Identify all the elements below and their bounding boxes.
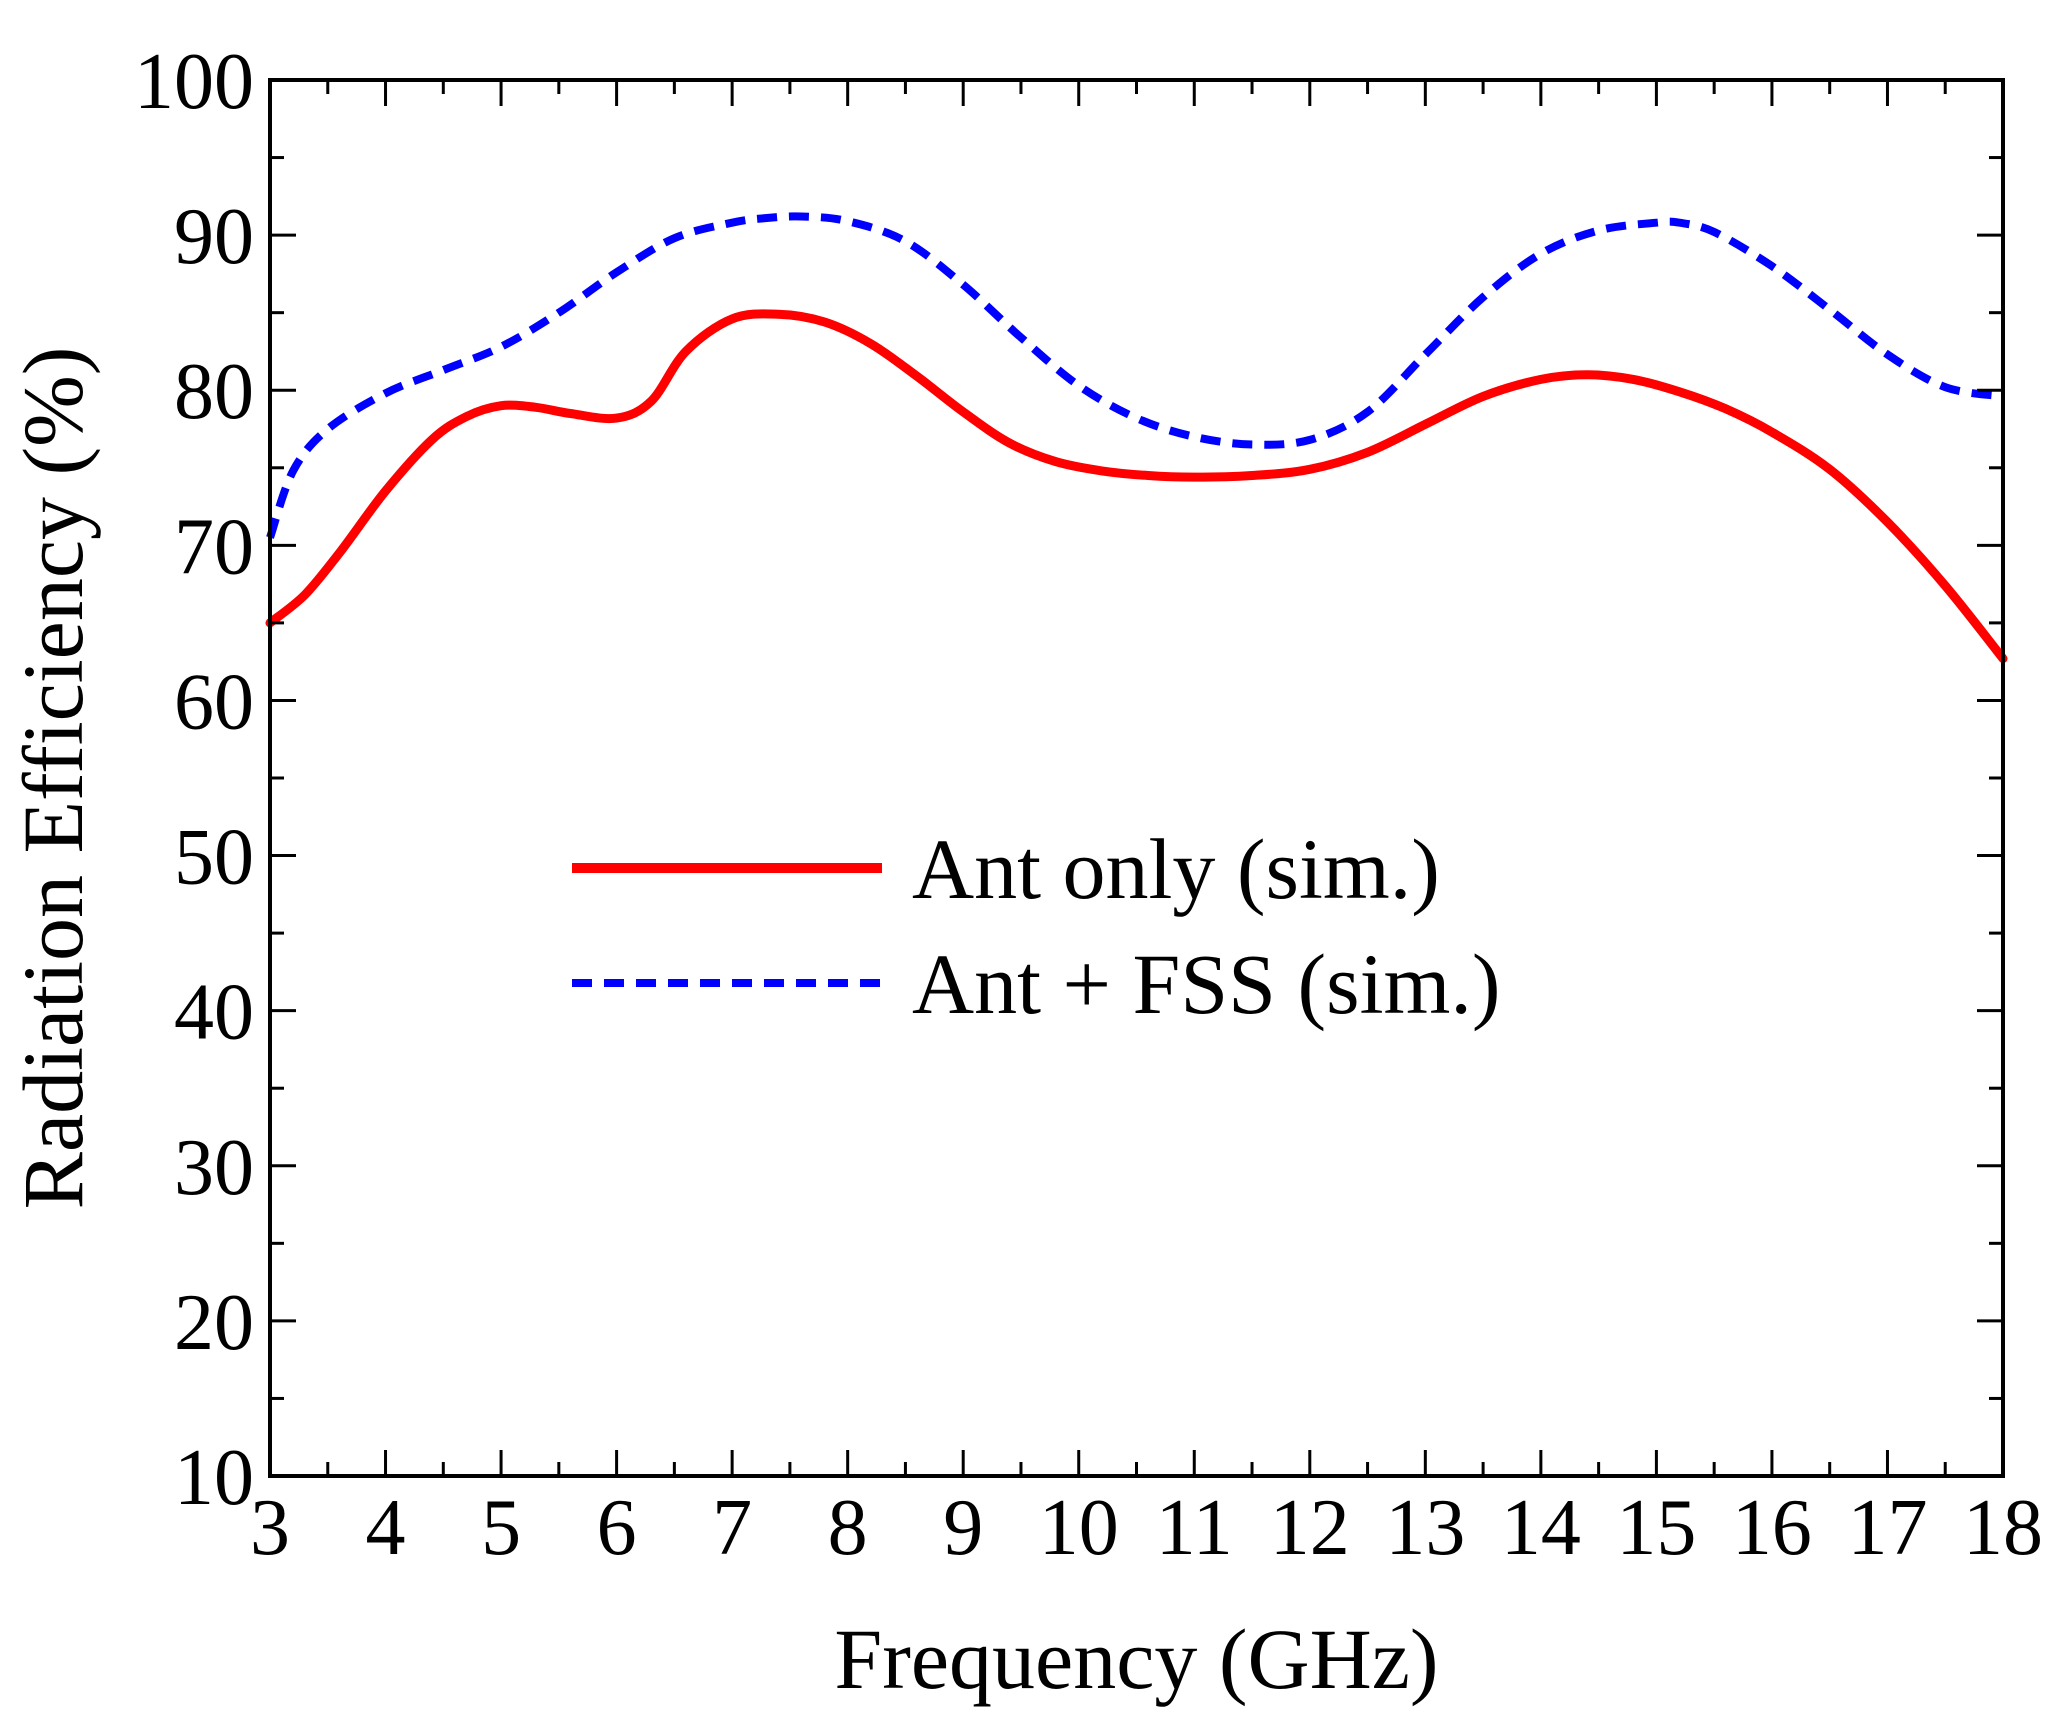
legend-label-ant-only: Ant only (sim.) [912, 821, 1440, 917]
x-tick-label: 11 [1156, 1484, 1233, 1572]
y-tick-label: 100 [134, 38, 254, 126]
x-tick-label: 3 [250, 1484, 290, 1572]
y-tick-label: 70 [174, 503, 254, 591]
x-tick-label: 6 [597, 1484, 637, 1572]
y-tick-label: 50 [174, 814, 254, 902]
y-tick-label: 20 [174, 1279, 254, 1367]
x-tick-label: 15 [1616, 1484, 1696, 1572]
series-layer [265, 212, 2008, 664]
legend: Ant only (sim.) Ant + FSS (sim.) [572, 821, 1501, 1032]
x-tick-label: 14 [1501, 1484, 1581, 1572]
series-line-ant-fss [266, 212, 2004, 539]
x-tick-label: 10 [1039, 1484, 1119, 1572]
x-tick-label: 8 [828, 1484, 868, 1572]
ticks-layer: 3 4 5 6 7 8 9 10 11 12 13 14 15 16 17 18 10 20 30 40 50 60 70 8… [134, 38, 2043, 1572]
x-tick-label: 13 [1385, 1484, 1465, 1572]
y-tick-label: 90 [174, 193, 254, 281]
x-tick-label: 5 [481, 1484, 521, 1572]
legend-label-ant-fss: Ant + FSS (sim.) [912, 936, 1501, 1032]
series-line-ant-only [265, 309, 2008, 664]
y-tick-label: 10 [174, 1434, 254, 1522]
x-axis-title: Frequency (GHz) [834, 1611, 1438, 1707]
x-tick-label: 4 [366, 1484, 406, 1572]
x-tick-label: 7 [712, 1484, 752, 1572]
x-tick-label: 16 [1732, 1484, 1812, 1572]
y-tick-label: 40 [174, 969, 254, 1057]
plot-frame [268, 78, 2005, 1478]
y-tick-label: 60 [174, 658, 254, 746]
y-axis-title: Radiation Efficiency (%) [5, 347, 101, 1210]
x-tick-label: 9 [943, 1484, 983, 1572]
y-tick-label: 30 [174, 1124, 254, 1212]
x-tick-label: 17 [1847, 1484, 1927, 1572]
x-tick-label: 18 [1963, 1484, 2043, 1572]
y-tick-label: 80 [174, 348, 254, 436]
x-tick-label: 12 [1270, 1484, 1350, 1572]
